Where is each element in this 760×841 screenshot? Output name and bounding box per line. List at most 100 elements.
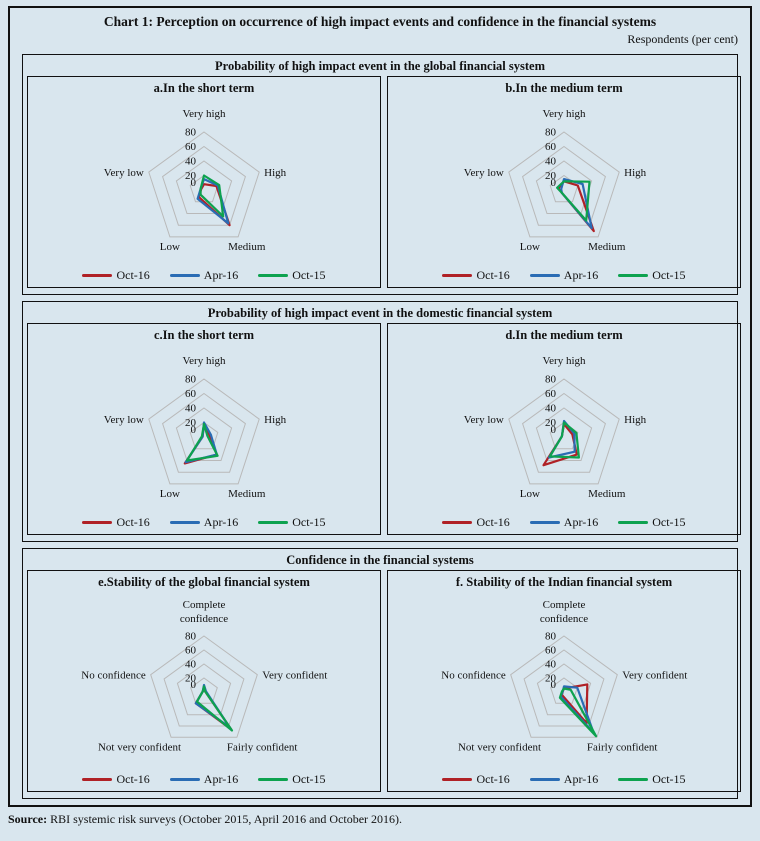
chart-legend: Oct-16 Apr-16 Oct-15 bbox=[28, 511, 380, 534]
legend-item: Oct-15 bbox=[258, 515, 326, 530]
legend-item: Oct-16 bbox=[82, 268, 150, 283]
axis-label-3: Not very confident bbox=[98, 741, 181, 753]
legend-item: Apr-16 bbox=[169, 268, 238, 283]
tick-label-20: 20 bbox=[545, 170, 557, 182]
tick-label-20: 20 bbox=[185, 170, 197, 182]
tick-label-0: 0 bbox=[191, 177, 197, 189]
charts-row: c.In the short term 0 20 40 60 80 Very high Hi… bbox=[27, 323, 741, 535]
legend-label: Oct-15 bbox=[292, 268, 326, 282]
axis-label-2: Medium bbox=[588, 241, 626, 253]
legend-swatch-oct16 bbox=[82, 520, 113, 525]
axis-label-4: Very low bbox=[104, 414, 144, 426]
axis-label-top: Very high bbox=[542, 355, 586, 367]
legend-label: Oct-16 bbox=[116, 772, 150, 786]
tick-label-40: 40 bbox=[185, 659, 197, 671]
chart-legend: Oct-16 Apr-16 Oct-15 bbox=[388, 264, 740, 287]
legend-label: Oct-15 bbox=[292, 515, 326, 529]
axis-label-top: Very high bbox=[182, 108, 226, 120]
legend-label: Apr-16 bbox=[203, 515, 239, 529]
grid-ring-40 bbox=[176, 663, 232, 716]
legend-item: Oct-15 bbox=[618, 268, 686, 283]
chart-box-b: b.In the medium term 0 20 40 60 80 Very high H… bbox=[387, 76, 741, 288]
source-note: Source: RBI systemic risk surveys (Octob… bbox=[8, 812, 752, 827]
charts-row: a.In the short term 0 20 40 60 80 Very high Hi… bbox=[27, 76, 741, 288]
legend-label: Oct-15 bbox=[292, 772, 326, 786]
legend-swatch-apr16 bbox=[169, 273, 200, 278]
axis-label-top: Very high bbox=[542, 108, 586, 120]
axis-label-2: Medium bbox=[228, 488, 266, 500]
legend-swatch-oct15 bbox=[258, 777, 289, 782]
axis-label-1: High bbox=[264, 167, 287, 179]
panel-header: Probability of high impact event in the … bbox=[215, 59, 545, 73]
radar-chart-a: 020 40 60 80 Very high High Medium Low Very low bbox=[104, 108, 287, 253]
chart-title: a.In the short term bbox=[153, 81, 255, 95]
legend-label: Oct-16 bbox=[476, 772, 510, 786]
axis-label-3: Low bbox=[520, 241, 540, 253]
chart-legend: Oct-16 Apr-16 Oct-15 bbox=[28, 264, 380, 287]
legend-swatch-oct15 bbox=[618, 777, 649, 782]
legend-item: Apr-16 bbox=[529, 772, 598, 787]
axis-label-1: Very confident bbox=[262, 670, 327, 682]
grid-ring-80 bbox=[148, 131, 260, 238]
tick-label-0: 0 bbox=[551, 177, 557, 189]
chart-box-d: d.In the medium term 0 20 40 60 80 Very high H… bbox=[387, 323, 741, 535]
legend-swatch-apr16 bbox=[529, 273, 560, 278]
chart-title: e.Stability of the global financial syst… bbox=[98, 575, 310, 589]
tick-label-60: 60 bbox=[185, 388, 197, 400]
legend-swatch-apr16 bbox=[169, 520, 200, 525]
figure-title: Chart 1: Perception on occurrence of hig… bbox=[103, 14, 657, 29]
grid-ring-60 bbox=[522, 392, 606, 473]
panel-header: Confidence in the financial systems bbox=[286, 553, 474, 567]
grid-ring-60 bbox=[162, 392, 246, 473]
axis-label-3: Low bbox=[160, 488, 180, 500]
tick-label-80: 80 bbox=[545, 374, 557, 386]
grid-ring-40 bbox=[535, 160, 593, 214]
axis-label-1: High bbox=[264, 414, 287, 426]
legend-label: Apr-16 bbox=[563, 515, 599, 529]
legend-label: Oct-16 bbox=[116, 515, 150, 529]
chart-box-f: f. Stability of the Indian financial sys… bbox=[387, 570, 741, 792]
series-polygon-Oct-15 bbox=[548, 421, 580, 459]
legend-item: Apr-16 bbox=[169, 515, 239, 530]
grid-ring-20 bbox=[189, 421, 219, 450]
legend-swatch-oct15 bbox=[258, 273, 289, 278]
legend-item: Oct-15 bbox=[618, 515, 686, 530]
grid-ring-40 bbox=[175, 407, 233, 461]
units-note: Respondents (per cent) bbox=[627, 32, 738, 46]
legend-swatch-oct15 bbox=[618, 520, 649, 525]
legend-item: Oct-16 bbox=[442, 268, 510, 283]
legend-swatch-apr16 bbox=[529, 777, 560, 782]
tick-label-60: 60 bbox=[185, 645, 197, 657]
tick-label-40: 40 bbox=[545, 156, 557, 168]
radar-chart-e: 020 40 60 80 Complete confidence Very confiden… bbox=[81, 599, 327, 753]
axis-label-4: No confidence bbox=[81, 670, 146, 682]
series-polygon-Oct-15 bbox=[558, 687, 598, 738]
axis-label-1: High bbox=[624, 414, 647, 426]
tick-label-80: 80 bbox=[185, 374, 197, 386]
axis-label-1: Very confident bbox=[622, 670, 687, 682]
grid-ring-20 bbox=[190, 677, 218, 704]
axis-label-top: Complete confidence bbox=[540, 599, 588, 625]
legend-swatch-oct15 bbox=[258, 520, 289, 525]
chart-legend: Oct-16 Apr-16 Oct-15 bbox=[28, 768, 380, 791]
grid-ring-60 bbox=[162, 145, 246, 226]
legend-item: Oct-16 bbox=[442, 772, 510, 787]
tick-label-0: 0 bbox=[191, 679, 197, 691]
axis-label-4: No confidence bbox=[441, 670, 506, 682]
tick-label-40: 40 bbox=[185, 403, 197, 415]
legend-swatch-oct16 bbox=[442, 273, 473, 278]
legend-label: Oct-16 bbox=[476, 268, 510, 282]
grid-ring-40 bbox=[536, 663, 592, 716]
legend-label: Oct-15 bbox=[652, 772, 686, 786]
legend-item: Oct-15 bbox=[258, 772, 326, 787]
legend-item: Oct-16 bbox=[442, 515, 510, 530]
radar-chart-b: 020 40 60 80 Very high High Medium Low Very low bbox=[464, 108, 647, 253]
panel-header: Probability of high impact event in the … bbox=[207, 306, 553, 320]
tick-label-80: 80 bbox=[545, 631, 557, 643]
legend-item: Oct-16 bbox=[82, 772, 150, 787]
axis-label-top: Complete confidence bbox=[180, 599, 228, 625]
legend-label: Apr-16 bbox=[203, 772, 239, 786]
chart-title: b.In the medium term bbox=[505, 81, 623, 95]
axis-label-2: Fairly confident bbox=[587, 741, 658, 753]
panel-confidence: Confidence in the financial systems e.St… bbox=[22, 548, 741, 799]
